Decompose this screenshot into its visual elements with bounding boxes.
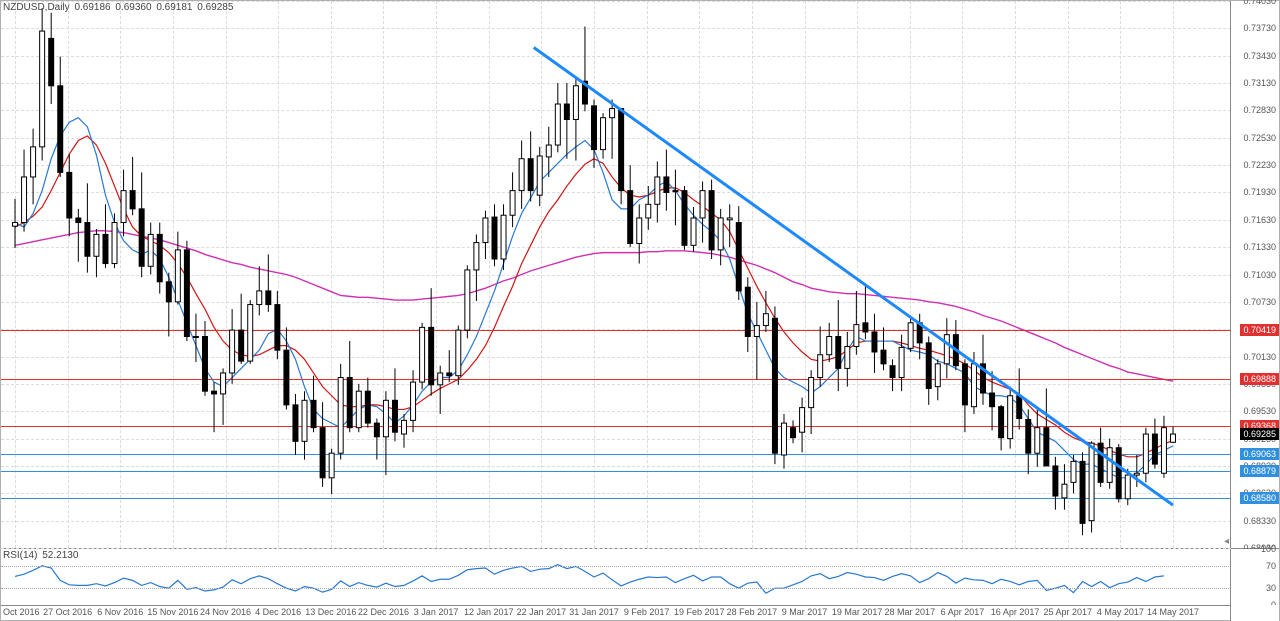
level-tag: 0.68580 [1240,492,1279,504]
rsi-tick: 100 [1261,544,1276,554]
rsi-plot [1,549,1233,605]
time-tick: 12 Jan 2017 [464,607,514,617]
level-tag: 0.69063 [1240,448,1279,460]
time-tick: 18 Oct 2016 [0,607,40,617]
price-tick: 0.69530 [1243,406,1276,416]
time-tick: 16 Apr 2017 [991,607,1040,617]
level-line[interactable] [1,471,1231,472]
level-tag: 0.70419 [1240,324,1279,336]
time-tick: 9 Mar 2017 [782,607,828,617]
rsi-tick: 70 [1266,561,1276,571]
time-tick: 31 Jan 2017 [569,607,619,617]
time-tick: 13 Dec 2016 [305,607,356,617]
ohlc-l: 0.69181 [156,2,192,13]
time-tick: 6 Nov 2016 [97,607,143,617]
level-line[interactable] [1,379,1231,380]
price-tick: 0.70730 [1243,297,1276,307]
price-tick: 0.72830 [1243,105,1276,115]
time-tick: 27 Oct 2016 [43,607,92,617]
chart-window[interactable]: NZDUSD,Daily 0.69186 0.69360 0.69181 0.6… [0,0,1280,621]
price-tick: 0.70130 [1243,352,1276,362]
price-tick: 0.68330 [1243,516,1276,526]
price-panel[interactable]: NZDUSD,Daily 0.69186 0.69360 0.69181 0.6… [1,1,1279,549]
rsi-axis: 10070300 [1230,549,1279,605]
price-tick: 0.73430 [1243,51,1276,61]
time-tick: 15 Nov 2016 [147,607,198,617]
time-tick: 14 May 2017 [1147,607,1199,617]
ohlc-o: 0.69186 [74,2,110,13]
time-tick: 4 Dec 2016 [255,607,301,617]
price-tick: 0.71330 [1243,242,1276,252]
price-tick: 0.74030 [1243,0,1276,6]
rsi-tick: 30 [1266,583,1276,593]
price-tick: 0.71030 [1243,270,1276,280]
time-tick: 4 May 2017 [1097,607,1144,617]
level-tag: 0.68879 [1240,465,1279,477]
price-tick: 0.71630 [1243,215,1276,225]
level-line[interactable] [1,454,1231,455]
rsi-panel[interactable]: RSI(14) 52.2130 10070300 [1,549,1279,606]
time-tick: 19 Mar 2017 [832,607,883,617]
time-axis: 18 Oct 201627 Oct 2016 6 Nov 2016 15 Nov 2… [1,605,1279,621]
price-tick: 0.73730 [1243,23,1276,33]
axis-corner [1230,605,1279,621]
level-tag: 0.69888 [1240,373,1279,385]
symbol-label: NZDUSD,Daily [3,2,70,13]
chart-title-bar: NZDUSD,Daily 0.69186 0.69360 0.69181 0.6… [3,2,235,13]
level-line[interactable] [1,330,1231,331]
price-tick: 0.72230 [1243,160,1276,170]
rsi-value: 52.2130 [42,550,78,561]
price-tick: 0.73130 [1243,78,1276,88]
rsi-title-bar: RSI(14) 52.2130 [3,550,80,561]
price-axis: 0.74030 0.73730 0.73430 0.73130 0.72830 0.725… [1230,1,1279,548]
scroll-left-icon[interactable]: ◂ [1224,536,1229,547]
time-tick: 25 Apr 2017 [1043,607,1092,617]
time-tick: 22 Jan 2017 [517,607,567,617]
time-tick: 3 Jan 2017 [414,607,459,617]
ohlc-h: 0.69360 [115,2,151,13]
time-tick: 28 Feb 2017 [727,607,778,617]
ohlc-c: 0.69285 [197,2,233,13]
time-tick: 24 Nov 2016 [200,607,251,617]
time-tick: 6 Apr 2017 [941,607,985,617]
time-tick: 22 Dec 2016 [358,607,409,617]
price-tick: 0.72530 [1243,133,1276,143]
price-tick: 0.71930 [1243,187,1276,197]
time-tick: 19 Feb 2017 [674,607,725,617]
last-price-tag: 0.69285 [1240,428,1279,440]
level-line[interactable] [1,426,1231,427]
time-tick: 28 Mar 2017 [885,607,936,617]
level-line[interactable] [1,498,1231,499]
time-tick: 9 Feb 2017 [624,607,670,617]
rsi-label: RSI(14) [3,550,37,561]
